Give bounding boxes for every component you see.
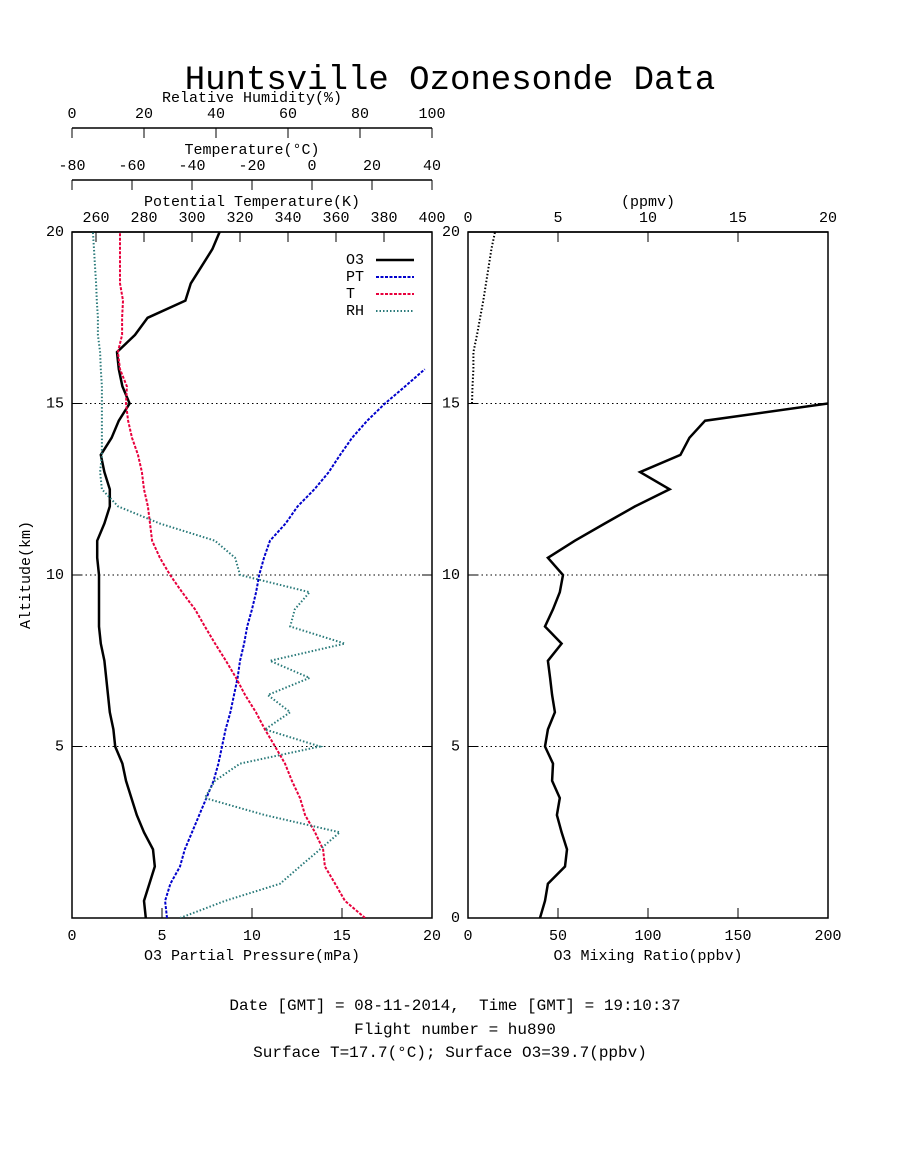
top-tick-label: 60 <box>279 106 297 123</box>
legend-label: T <box>346 286 355 303</box>
top-tick-label: 0 <box>307 158 316 175</box>
y-tick-label: 20 <box>46 224 64 241</box>
profile-line <box>116 232 366 918</box>
top-tick-label: 0 <box>67 106 76 123</box>
y-tick-label: 10 <box>442 567 460 584</box>
top-tick-label: -60 <box>118 158 145 175</box>
top-axis-label: Temperature(°C) <box>184 142 319 159</box>
top-tick-label: 380 <box>370 210 397 227</box>
top-tick-label: 100 <box>418 106 445 123</box>
y-tick-label: 10 <box>46 567 64 584</box>
top-tick-label: -40 <box>178 158 205 175</box>
top-tick-label: 340 <box>274 210 301 227</box>
x-tick-label: 20 <box>423 928 441 945</box>
top-tick-label: 40 <box>423 158 441 175</box>
top-tick-label: 40 <box>207 106 225 123</box>
top-tick-label: 20 <box>363 158 381 175</box>
profile-line <box>538 402 828 918</box>
profile-line <box>471 232 496 404</box>
chart-title: Huntsville Ozonesonde Data <box>185 62 716 100</box>
legend-label: PT <box>346 269 364 286</box>
top-axis-label: Potential Temperature(K) <box>144 194 360 211</box>
top-tick-label: 400 <box>418 210 445 227</box>
x-tick-label: 200 <box>814 928 841 945</box>
y-tick-label: 5 <box>451 738 460 755</box>
footer-line: Date [GMT] = 08-11-2014, Time [GMT] = 19… <box>229 997 680 1015</box>
top-tick-label: 10 <box>639 210 657 227</box>
profile-line <box>95 232 221 918</box>
legend-label: RH <box>346 303 364 320</box>
footer-line: Surface T=17.7(°C); Surface O3=39.7(ppbv… <box>253 1044 647 1062</box>
y-tick-label: 20 <box>442 224 460 241</box>
top-tick-label: 260 <box>82 210 109 227</box>
top-tick-label: 360 <box>322 210 349 227</box>
x-axis-label: O3 Partial Pressure(mPa) <box>144 948 360 965</box>
top-tick-label: 0 <box>463 210 472 227</box>
x-tick-label: 0 <box>463 928 472 945</box>
top-tick-label: -20 <box>238 158 265 175</box>
top-tick-label: 15 <box>729 210 747 227</box>
top-tick-label: 320 <box>226 210 253 227</box>
x-tick-label: 15 <box>333 928 351 945</box>
y-tick-label: 5 <box>55 738 64 755</box>
x-tick-label: 0 <box>67 928 76 945</box>
top-tick-label: 300 <box>178 210 205 227</box>
x-tick-label: 150 <box>724 928 751 945</box>
legend-label: O3 <box>346 252 364 269</box>
x-tick-label: 100 <box>634 928 661 945</box>
x-tick-label: 50 <box>549 928 567 945</box>
series-group <box>91 232 426 918</box>
series-group <box>471 232 828 918</box>
top-tick-label: 5 <box>553 210 562 227</box>
footer-line: Flight number = hu890 <box>354 1021 556 1039</box>
y-axis-label: Altitude(km) <box>18 521 35 629</box>
y-tick-label: 15 <box>46 395 64 412</box>
profile-line <box>91 232 349 918</box>
top-tick-label: 280 <box>130 210 157 227</box>
top-axis-label: Relative Humidity(%) <box>162 90 342 107</box>
top-tick-label: 20 <box>819 210 837 227</box>
y-tick-label: 15 <box>442 395 460 412</box>
top-tick-label: 80 <box>351 106 369 123</box>
top-tick-label: -80 <box>58 158 85 175</box>
x-tick-label: 10 <box>243 928 261 945</box>
x-tick-label: 5 <box>157 928 166 945</box>
x-axis-label: O3 Mixing Ratio(ppbv) <box>553 948 742 965</box>
top-axis-label: (ppmv) <box>621 194 675 211</box>
y-tick-label: 0 <box>451 910 460 927</box>
top-tick-label: 20 <box>135 106 153 123</box>
profile-line <box>164 368 426 918</box>
